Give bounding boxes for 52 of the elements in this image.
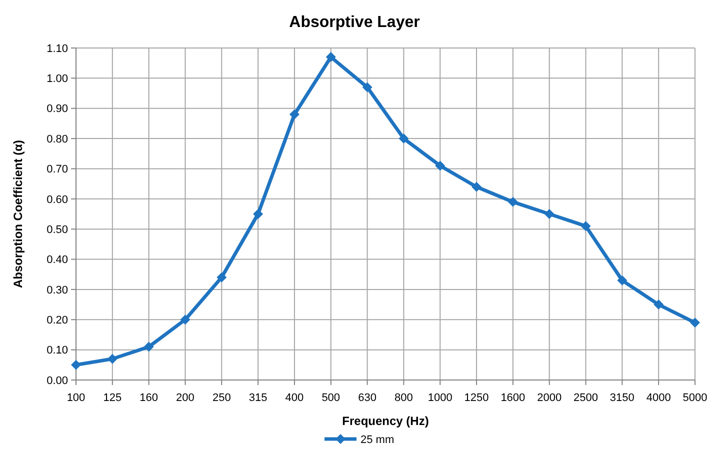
x-tick-label: 630 xyxy=(358,392,376,404)
point xyxy=(289,109,300,120)
y-tick-label: 0.10 xyxy=(46,344,68,357)
x-tick-label: 2000 xyxy=(537,392,562,404)
y-tick-label: 1.00 xyxy=(46,73,68,86)
point xyxy=(253,209,264,219)
point xyxy=(544,209,554,219)
y-tick-label: 0.00 xyxy=(46,374,68,387)
x-tick-label: 315 xyxy=(248,392,268,404)
legend-label: 25 mm xyxy=(360,434,394,446)
y-tick-label: 0.30 xyxy=(46,284,68,296)
y-tick-label: 0.60 xyxy=(46,194,68,206)
x-tick-label: 2500 xyxy=(574,392,598,404)
point xyxy=(398,134,409,144)
x-tick-label: 3150 xyxy=(610,392,634,404)
x-tick-label: 800 xyxy=(394,392,413,404)
y-tick-label: 0.80 xyxy=(46,133,68,146)
x-tick-label: 1000 xyxy=(428,392,452,404)
point xyxy=(472,182,482,192)
x-tick-label: 125 xyxy=(103,392,122,404)
chart-title: Absorptive Layer xyxy=(289,14,420,31)
x-tick-label: 500 xyxy=(322,392,340,404)
x-tick-label: 200 xyxy=(176,392,194,404)
y-tick-label: 0.20 xyxy=(46,314,68,326)
y-tick-label: 0.90 xyxy=(46,103,68,116)
point xyxy=(508,196,518,207)
y-axis-title: Absorption Coefficient (α) xyxy=(11,140,25,288)
x-tick-label: 250 xyxy=(212,392,231,404)
x-tick-label: 400 xyxy=(285,392,304,404)
x-axis-title: Frequency (Hz) xyxy=(342,414,429,428)
x-tick-label: 100 xyxy=(66,392,86,404)
point xyxy=(326,52,336,62)
point xyxy=(617,275,628,286)
point xyxy=(180,314,190,325)
point xyxy=(690,318,700,328)
x-tick-label: 4000 xyxy=(646,392,671,404)
x-tick-label: 1250 xyxy=(464,392,489,404)
y-tick-label: 0.50 xyxy=(46,224,68,236)
x-tick-label: 1600 xyxy=(500,392,526,404)
x-tick-label: 5000 xyxy=(682,392,708,404)
y-tick-label: 0.70 xyxy=(46,164,68,176)
point xyxy=(216,272,227,282)
y-tick-label: 0.40 xyxy=(46,254,68,266)
point xyxy=(144,342,154,352)
point xyxy=(71,360,81,370)
point xyxy=(107,354,118,364)
y-tick-label: 1.10 xyxy=(46,42,68,55)
point xyxy=(362,82,372,92)
point xyxy=(435,160,446,171)
point xyxy=(580,221,591,232)
point xyxy=(654,300,664,310)
x-tick-label: 160 xyxy=(140,392,158,404)
